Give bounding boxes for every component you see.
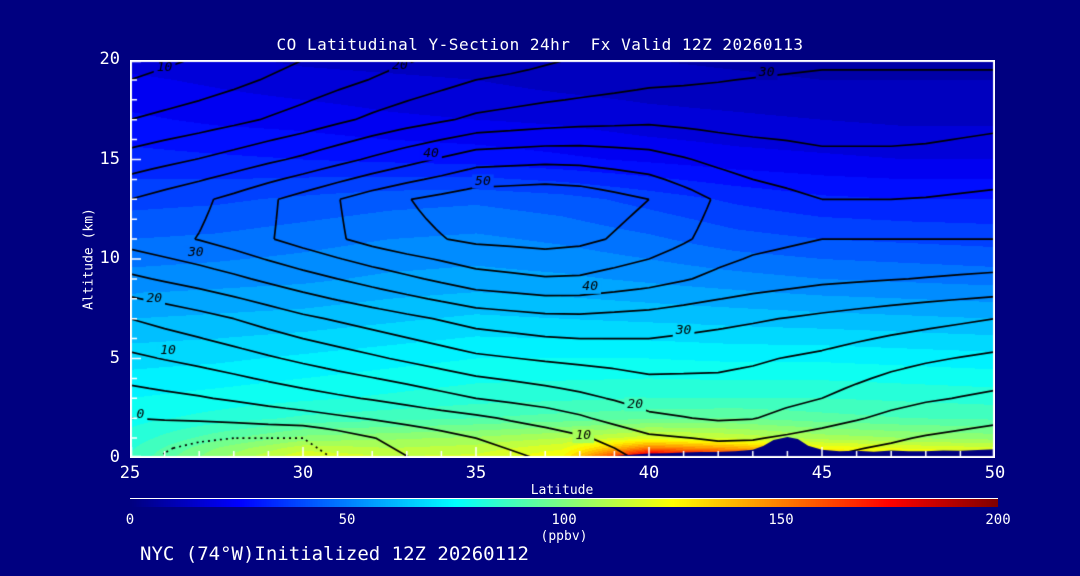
colorbar-tick-label: 100	[551, 512, 577, 528]
x-tick-label: 50	[984, 463, 1006, 483]
y-tick-label: 20	[99, 49, 120, 69]
colorbar-tick-label: 0	[125, 512, 135, 528]
colorbar-tick-label: 50	[338, 512, 356, 528]
chart-title: CO Latitudinal Y-Section 24hr Fx Valid 1…	[276, 35, 804, 54]
y-axis-title: Altitude (km)	[81, 208, 97, 310]
x-tick-label: 35	[465, 463, 487, 483]
y-tick-label: 15	[99, 149, 120, 169]
colorbar-tick-label: 200	[985, 512, 1011, 528]
x-tick-label: 30	[292, 463, 314, 483]
colorbar	[130, 498, 998, 507]
x-tick-label: 45	[811, 463, 833, 483]
x-tick-label: 40	[638, 463, 660, 483]
contour-plot-canvas	[130, 60, 995, 458]
x-tick-label: 25	[119, 463, 141, 483]
colorbar-units: (ppbv)	[540, 529, 588, 544]
colorbar-tick-label: 150	[768, 512, 794, 528]
y-tick-label: 5	[109, 348, 120, 368]
y-tick-label: 0	[109, 447, 120, 467]
y-tick-label: 10	[99, 248, 120, 268]
x-axis-title: Latitude	[530, 483, 594, 498]
footer-init-label: NYC (74°W)Initialized 12Z 20260112	[140, 543, 529, 565]
